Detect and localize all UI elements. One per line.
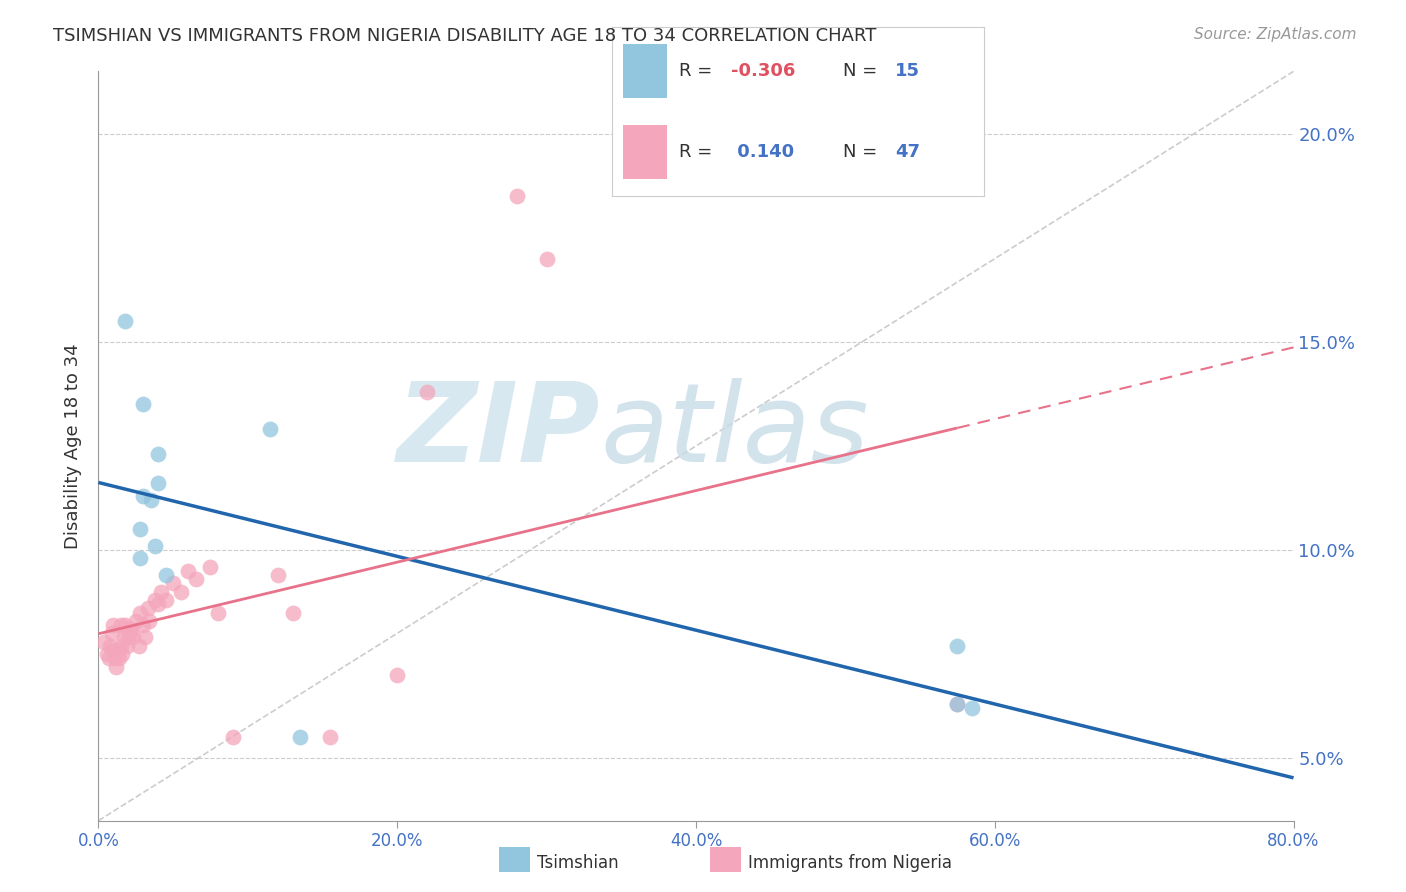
Text: -0.306: -0.306: [731, 62, 796, 79]
Point: [200, 559, 222, 574]
Point: [148, 447, 170, 461]
Text: Source: ZipAtlas.com: Source: ZipAtlas.com: [1194, 27, 1357, 42]
Point: [110, 618, 132, 632]
Text: Immigrants from Nigeria: Immigrants from Nigeria: [748, 855, 952, 872]
Point: [118, 626, 141, 640]
Point: [416, 384, 439, 399]
Point: [96, 647, 118, 661]
Point: [134, 631, 156, 645]
Point: [506, 189, 529, 203]
Point: [148, 476, 170, 491]
Text: R =: R =: [679, 144, 717, 161]
Point: [111, 647, 134, 661]
Point: [93, 634, 115, 648]
Point: [115, 639, 138, 653]
Text: N =: N =: [842, 144, 883, 161]
Point: [385, 668, 409, 682]
Point: [281, 606, 304, 620]
Point: [125, 614, 148, 628]
Point: [162, 576, 184, 591]
Point: [267, 568, 290, 582]
Point: [962, 701, 984, 715]
Point: [121, 631, 143, 645]
Point: [143, 539, 166, 553]
Point: [288, 731, 311, 745]
Point: [107, 643, 129, 657]
Text: ZIP: ZIP: [396, 377, 600, 484]
Point: [148, 597, 170, 611]
Bar: [623, 125, 668, 179]
Point: [103, 643, 125, 657]
Point: [105, 659, 128, 673]
Point: [112, 631, 135, 645]
Point: [319, 731, 342, 745]
Text: atlas: atlas: [600, 377, 869, 484]
Point: [222, 731, 245, 745]
Point: [128, 639, 150, 653]
Point: [114, 618, 136, 632]
Point: [138, 614, 160, 628]
Point: [114, 314, 136, 328]
Text: 47: 47: [894, 144, 920, 161]
Point: [97, 651, 120, 665]
Bar: [623, 44, 668, 98]
Point: [946, 697, 969, 711]
Point: [139, 493, 162, 508]
Point: [120, 622, 142, 636]
Text: N =: N =: [842, 62, 883, 79]
Text: TSIMSHIAN VS IMMIGRANTS FROM NIGERIA DISABILITY AGE 18 TO 34 CORRELATION CHART: TSIMSHIAN VS IMMIGRANTS FROM NIGERIA DIS…: [53, 27, 877, 45]
Point: [136, 601, 159, 615]
Point: [103, 618, 125, 632]
Point: [132, 489, 155, 503]
Point: [155, 568, 177, 582]
Text: 0.140: 0.140: [731, 144, 794, 161]
Point: [129, 522, 152, 536]
Point: [143, 593, 166, 607]
Point: [177, 564, 200, 578]
Point: [110, 639, 132, 653]
Point: [946, 697, 969, 711]
Point: [129, 551, 152, 566]
Text: Tsimshian: Tsimshian: [537, 855, 619, 872]
Point: [150, 584, 173, 599]
Point: [155, 593, 177, 607]
Point: [129, 606, 152, 620]
Point: [536, 252, 558, 266]
Text: R =: R =: [679, 62, 717, 79]
Point: [946, 639, 969, 653]
Point: [207, 606, 229, 620]
Point: [101, 626, 124, 640]
Point: [184, 572, 207, 586]
Point: [259, 422, 281, 436]
Point: [98, 639, 122, 653]
Point: [169, 584, 191, 599]
Point: [108, 651, 131, 665]
Point: [132, 397, 155, 411]
Point: [132, 618, 155, 632]
Point: [104, 651, 127, 665]
Text: 15: 15: [894, 62, 920, 79]
Y-axis label: Disability Age 18 to 34: Disability Age 18 to 34: [65, 343, 83, 549]
Point: [117, 631, 139, 645]
